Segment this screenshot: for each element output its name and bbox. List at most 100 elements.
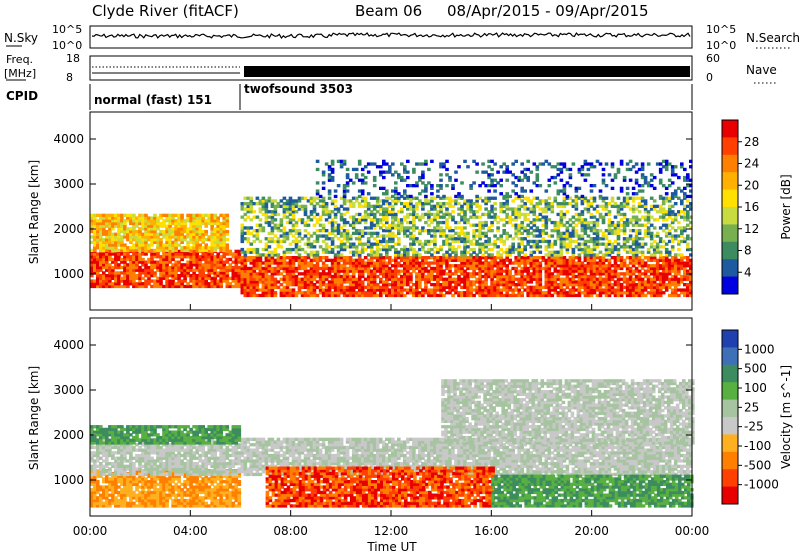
heatmap-cell: [562, 223, 567, 227]
heatmap-cell: [634, 239, 639, 244]
heatmap-cell: [583, 291, 588, 295]
heatmap-cell: [526, 199, 530, 203]
heatmap-cell: [493, 258, 497, 262]
heatmap-cell: [270, 280, 275, 284]
heatmap-cell: [670, 247, 675, 252]
heatmap-cell: [234, 252, 239, 256]
heatmap-cell: [526, 288, 530, 292]
heatmap-cell: [433, 218, 437, 222]
heatmap-cell: [616, 258, 621, 262]
heatmap-cell: [559, 288, 564, 292]
heatmap-cell: [541, 258, 546, 262]
heatmap-cell: [391, 264, 395, 268]
heatmap-cell: [315, 266, 320, 271]
heatmap-cell: [544, 231, 549, 235]
heatmap-cell: [514, 272, 518, 276]
heatmap-cell: [574, 207, 579, 211]
heatmap-cell: [132, 235, 136, 239]
heatmap-cell: [532, 277, 537, 281]
heatmap-cell: [637, 218, 642, 222]
heatmap-cell: [598, 272, 603, 276]
heatmap-cell: [502, 223, 506, 227]
heatmap-cell: [132, 213, 136, 217]
heatmap-cell: [231, 255, 236, 259]
heatmap-cell: [264, 202, 269, 206]
heatmap-cell: [517, 207, 521, 211]
heatmap-cell: [168, 249, 172, 253]
heatmap-cell: [418, 293, 422, 298]
heatmap-cell: [481, 223, 485, 227]
heatmap-cell: [670, 264, 675, 268]
heatmap-cell: [363, 242, 368, 246]
cpid-panel: CPID normal (fast) 151 twofsound 3503: [6, 82, 693, 110]
heatmap-cell: [237, 284, 242, 289]
heatmap-cell: [339, 226, 344, 230]
heatmap-cell: [240, 223, 245, 227]
heatmap-cell: [658, 250, 663, 254]
heatmap-cell: [478, 285, 482, 289]
heatmap-cell: [213, 279, 217, 283]
heatmap-cell: [165, 257, 169, 262]
heatmap-cell: [228, 252, 233, 256]
heatmap-cell: [216, 274, 220, 278]
heatmap-cell: [403, 215, 407, 219]
heatmap-cell: [664, 269, 669, 273]
heatmap-cell: [433, 288, 437, 292]
heatmap-cell: [577, 266, 582, 271]
heatmap-cell: [171, 243, 175, 247]
heatmap-cell: [255, 237, 260, 241]
heatmap-cell: [354, 167, 359, 172]
heatmap-cell: [369, 226, 374, 230]
heatmap-cell: [360, 283, 365, 287]
heatmap-cell: [216, 271, 220, 275]
heatmap-cell: [174, 263, 178, 267]
heatmap-cell: [147, 229, 151, 234]
heatmap-cell: [412, 288, 416, 292]
heatmap-cell: [448, 291, 452, 295]
heatmap-cell: [99, 255, 103, 259]
heatmap-cell: [168, 227, 172, 231]
heatmap-cell: [174, 265, 178, 270]
heatmap-cell: [213, 227, 217, 231]
heatmap-cell: [478, 223, 482, 227]
heatmap-cell: [460, 218, 464, 222]
heatmap-cell: [222, 255, 226, 259]
heatmap-cell: [354, 250, 359, 254]
heatmap-cell: [400, 247, 404, 252]
heatmap-cell: [351, 245, 356, 249]
heatmap-cell: [532, 258, 537, 262]
heatmap-cell: [372, 237, 377, 241]
heatmap-cell: [354, 196, 359, 200]
heatmap-cell: [165, 246, 169, 250]
heatmap-cell: [330, 242, 335, 246]
heatmap-cell: [150, 260, 154, 264]
heatmap-cell: [255, 202, 260, 206]
heatmap-cell: [141, 276, 145, 280]
heatmap-cell: [454, 253, 458, 257]
heatmap-cell: [631, 218, 636, 222]
heatmap-cell: [255, 215, 260, 219]
heatmap-cell: [547, 242, 552, 246]
heatmap-cell: [129, 282, 133, 286]
heatmap-cell: [258, 207, 263, 211]
heatmap-cell: [571, 253, 576, 257]
heatmap-cell: [99, 248, 103, 253]
heatmap-cell: [375, 288, 380, 292]
heatmap-cell: [553, 239, 558, 244]
heatmap-cell: [174, 213, 178, 217]
heatmap-cell: [640, 215, 645, 219]
heatmap-cell: [433, 215, 437, 219]
heatmap-cell: [264, 280, 269, 284]
heatmap-cell: [150, 232, 154, 236]
heatmap-cell: [511, 218, 515, 222]
heatmap-cell: [249, 256, 254, 260]
heatmap-cell: [327, 237, 332, 241]
heatmap-cell: [481, 247, 485, 252]
heatmap-cell: [366, 277, 371, 281]
heatmap-cell: [177, 232, 181, 236]
heatmap-cell: [427, 293, 431, 298]
heatmap-cell: [514, 277, 518, 281]
heatmap-cell: [683, 256, 687, 260]
heatmap-cell: [436, 266, 440, 271]
heatmap-cell: [661, 199, 666, 203]
